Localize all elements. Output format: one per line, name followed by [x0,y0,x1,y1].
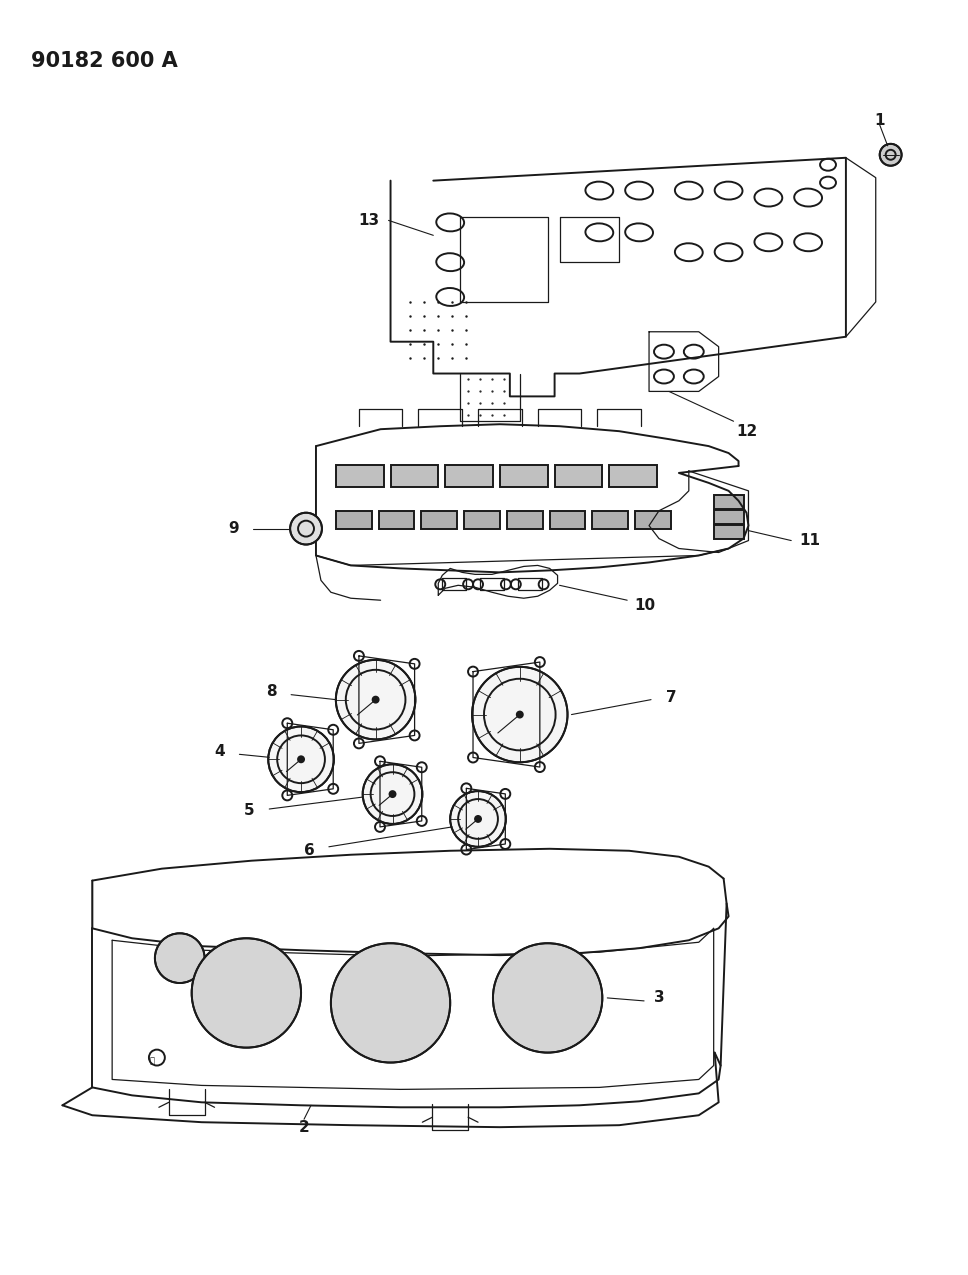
Circle shape [389,790,396,797]
Text: 11: 11 [800,533,821,548]
Text: 4: 4 [214,743,225,759]
Circle shape [880,144,901,166]
Bar [713,495,743,509]
Text: 2: 2 [299,1119,310,1135]
Text: 1: 1 [874,113,885,129]
Bar [464,511,499,529]
Bar [635,511,671,529]
Circle shape [472,667,567,762]
Text: 90182 600 A: 90182 600 A [31,51,177,71]
Text: 5: 5 [244,803,255,819]
Text: 10: 10 [634,598,655,613]
Text: 3: 3 [653,991,664,1006]
Text: 13: 13 [358,213,379,228]
Circle shape [336,660,415,740]
Bar [421,511,457,529]
Circle shape [331,944,450,1062]
Bar [336,511,372,529]
Text: 6: 6 [304,843,315,858]
Bar [378,511,414,529]
Bar [507,511,543,529]
Circle shape [493,944,602,1053]
Circle shape [363,764,422,824]
Bar [713,524,743,538]
Bar [713,510,743,524]
Circle shape [373,696,378,703]
Bar [555,465,602,487]
Text: 12: 12 [736,423,757,439]
Circle shape [290,513,322,544]
Circle shape [268,727,334,792]
Circle shape [298,756,304,762]
Circle shape [450,790,506,847]
Text: 7: 7 [666,690,677,705]
Circle shape [155,933,204,983]
Bar [445,465,493,487]
Circle shape [475,816,481,822]
Bar [390,465,439,487]
Bar [499,465,548,487]
Circle shape [192,938,301,1048]
Text: ⓒ: ⓒ [149,1056,155,1065]
Text: 9: 9 [228,521,239,536]
Bar [336,465,383,487]
Bar [592,511,628,529]
Bar [609,465,657,487]
Text: 8: 8 [266,685,277,699]
Circle shape [517,711,523,718]
Bar [550,511,586,529]
